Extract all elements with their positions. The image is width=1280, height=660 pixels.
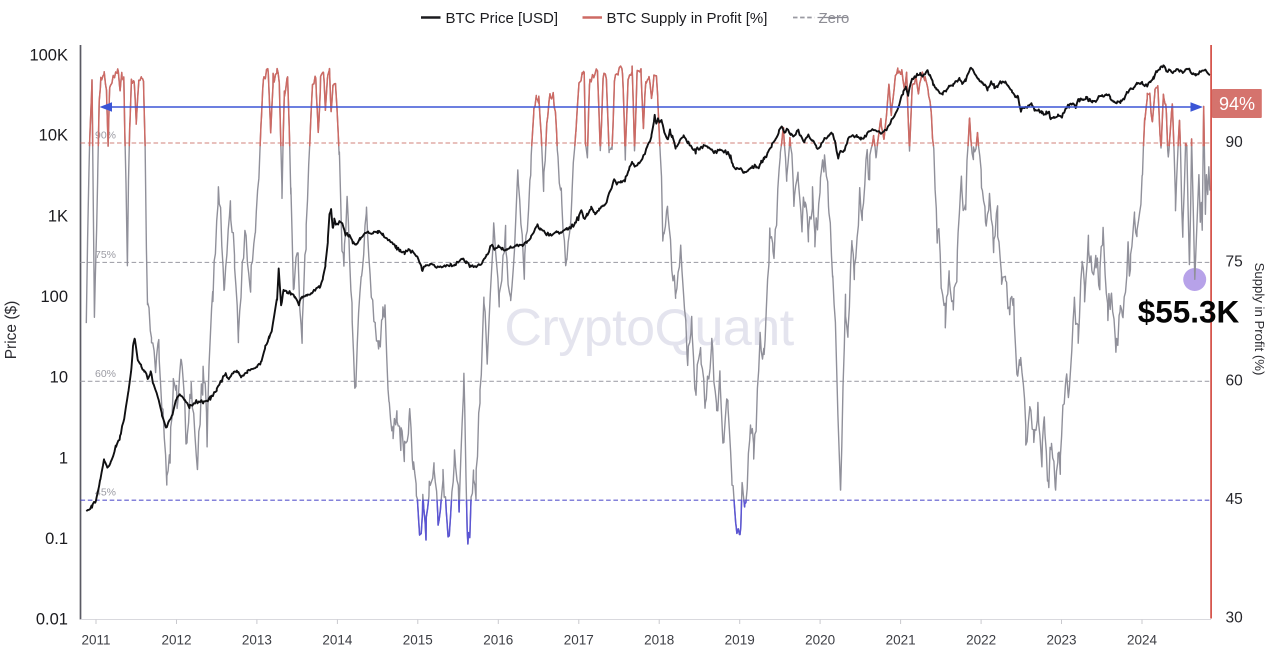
svg-text:100K: 100K bbox=[29, 46, 68, 64]
svg-text:75: 75 bbox=[1226, 253, 1243, 270]
svg-text:75%: 75% bbox=[95, 249, 116, 261]
svg-text:2024: 2024 bbox=[1127, 633, 1158, 648]
svg-text:90%: 90% bbox=[95, 130, 116, 142]
svg-text:10: 10 bbox=[50, 369, 68, 387]
svg-text:45: 45 bbox=[1226, 491, 1243, 508]
svg-text:94%: 94% bbox=[1219, 94, 1255, 114]
svg-text:2017: 2017 bbox=[564, 633, 594, 648]
svg-text:1: 1 bbox=[59, 449, 68, 467]
svg-text:BTC Price [USD]: BTC Price [USD] bbox=[446, 10, 559, 27]
svg-text:BTC Supply in Profit [%]: BTC Supply in Profit [%] bbox=[607, 10, 768, 27]
svg-text:100: 100 bbox=[40, 288, 68, 306]
svg-text:60: 60 bbox=[1226, 372, 1244, 389]
svg-text:2018: 2018 bbox=[644, 633, 674, 648]
svg-text:2016: 2016 bbox=[483, 633, 513, 648]
svg-text:45%: 45% bbox=[95, 487, 116, 499]
svg-text:2023: 2023 bbox=[1046, 633, 1076, 648]
svg-text:10K: 10K bbox=[39, 127, 68, 145]
svg-text:2011: 2011 bbox=[81, 633, 110, 648]
svg-text:2021: 2021 bbox=[886, 633, 916, 648]
svg-text:2012: 2012 bbox=[161, 633, 191, 648]
svg-text:2014: 2014 bbox=[322, 633, 353, 648]
svg-text:1K: 1K bbox=[48, 207, 68, 225]
svg-text:90: 90 bbox=[1226, 134, 1244, 151]
svg-text:2020: 2020 bbox=[805, 633, 835, 648]
svg-text:0.01: 0.01 bbox=[36, 611, 68, 629]
svg-text:CryptoQuant: CryptoQuant bbox=[504, 299, 794, 357]
svg-text:30: 30 bbox=[1226, 609, 1244, 626]
svg-text:60%: 60% bbox=[95, 368, 116, 380]
svg-text:Zero: Zero bbox=[819, 10, 850, 27]
svg-text:2015: 2015 bbox=[403, 633, 433, 648]
svg-text:2019: 2019 bbox=[725, 633, 755, 648]
svg-text:Supply in Profit (%): Supply in Profit (%) bbox=[1252, 263, 1267, 376]
svg-text:$55.3K: $55.3K bbox=[1138, 294, 1240, 330]
svg-text:0.1: 0.1 bbox=[45, 530, 68, 548]
svg-text:2013: 2013 bbox=[242, 633, 272, 648]
svg-text:Price ($): Price ($) bbox=[3, 301, 20, 360]
svg-text:2022: 2022 bbox=[966, 633, 996, 648]
